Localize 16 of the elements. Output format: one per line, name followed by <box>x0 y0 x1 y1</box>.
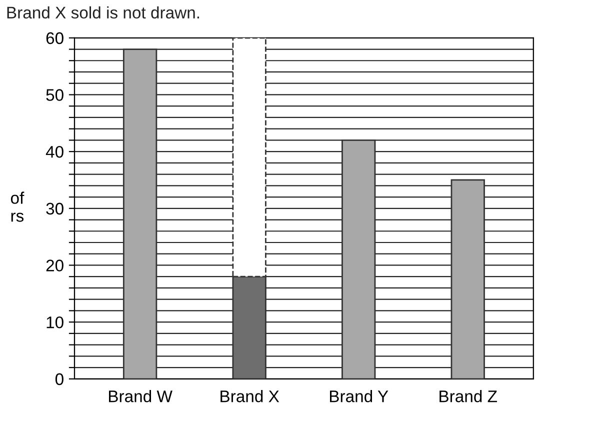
y-tick-label: 60 <box>46 32 64 44</box>
y-axis-title: of rs <box>10 192 24 222</box>
x-tick-label: Brand X <box>220 390 280 402</box>
bar <box>450 179 485 379</box>
y-tick-label: 0 <box>55 373 64 386</box>
bar <box>342 140 376 379</box>
x-tick-label: Brand Z <box>440 390 497 402</box>
x-tick-label: Brand W <box>109 390 172 402</box>
text: Brand X sold is not drawn. <box>7 6 199 19</box>
bar <box>122 48 158 379</box>
y-tick-label: 50 <box>46 89 64 101</box>
y-tick-label: 10 <box>46 316 64 328</box>
x-tick-label: Brand Y <box>330 390 388 402</box>
y-tick-label: 30 <box>46 202 64 215</box>
y-tick-label: 20 <box>46 260 64 272</box>
y-tick-label: 40 <box>46 146 64 158</box>
